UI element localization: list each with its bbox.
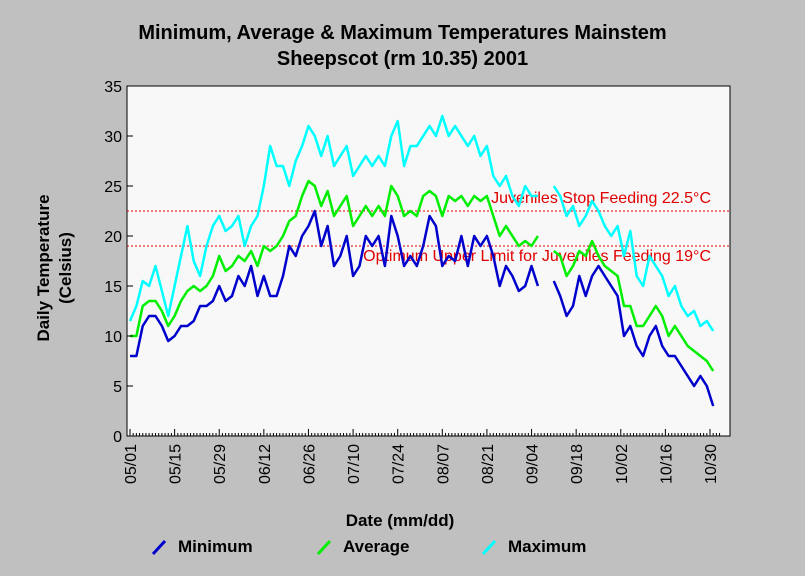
y-axis-title-line-2: (Celsius)	[56, 232, 75, 304]
x-tick-label: 10/02	[614, 444, 631, 484]
x-tick-label: 05/15	[168, 444, 185, 484]
y-tick-label: 0	[113, 429, 122, 446]
x-tick-label: 10/30	[703, 444, 720, 484]
legend-swatch-maximum	[480, 537, 500, 557]
x-tick-label: 05/01	[123, 444, 140, 484]
x-axis-title: Date (mm/dd)	[346, 511, 455, 530]
legend-swatch-average	[315, 537, 335, 557]
x-tick-label: 07/24	[391, 444, 408, 484]
y-tick-label: 35	[104, 79, 122, 96]
legend-swatch-minimum	[150, 537, 170, 557]
y-tick-label: 20	[104, 229, 122, 246]
legend-label-maximum: Maximum	[508, 537, 586, 557]
x-tick-label: 10/16	[658, 444, 675, 484]
x-tick-label: 09/04	[525, 444, 542, 484]
x-tick-label: 06/26	[301, 444, 318, 484]
x-tick-label: 05/29	[212, 444, 229, 484]
y-tick-label: 30	[104, 129, 122, 146]
y-tick-label: 15	[104, 279, 122, 296]
legend-item-maximum: Maximum	[480, 535, 645, 559]
x-tick-label: 09/18	[569, 444, 586, 484]
legend: Minimum Average Maximum	[150, 535, 770, 559]
x-tick-label: 08/07	[435, 444, 452, 484]
legend-label-average: Average	[343, 537, 409, 557]
x-tick-label: 06/12	[257, 444, 274, 484]
y-tick-label: 10	[104, 329, 122, 346]
x-tick-label: 07/10	[346, 444, 363, 484]
y-tick-label: 5	[113, 379, 122, 396]
x-axis: 05/01 05/15 05/29 06/12 06/26 07/10 07/24 08/07…	[123, 429, 720, 484]
y-axis-title-line-1: Daily Temperature	[34, 194, 53, 341]
y-tick-label: 25	[104, 179, 122, 196]
x-tick-label: 08/21	[480, 444, 497, 484]
chart-svg: Juveniles Stop Feeding 22.5°COptimum Upp…	[0, 0, 805, 576]
legend-label-minimum: Minimum	[178, 537, 253, 557]
legend-item-average: Average	[315, 535, 480, 559]
legend-item-minimum: Minimum	[150, 535, 315, 559]
